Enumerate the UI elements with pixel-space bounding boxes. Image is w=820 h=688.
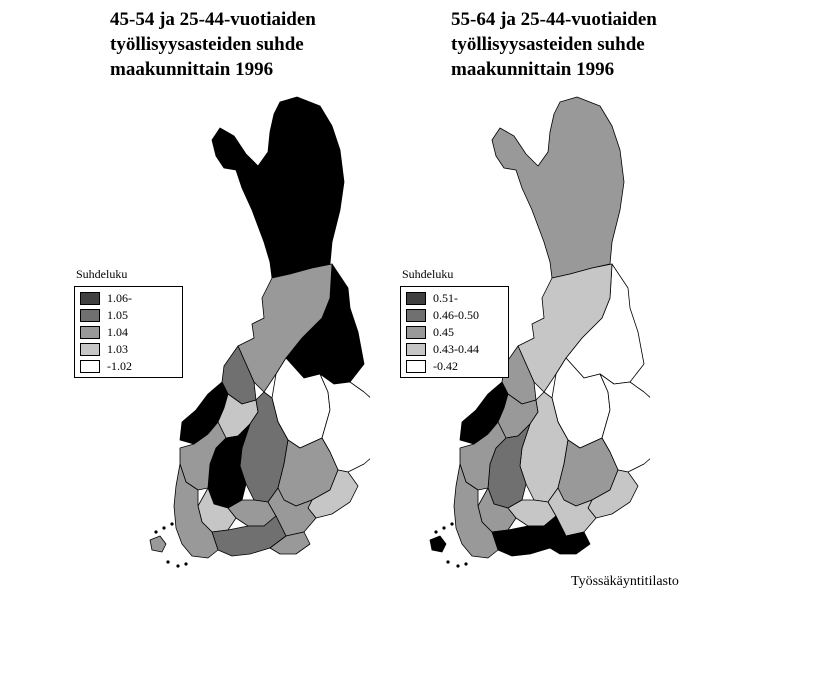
island-speck [464, 562, 468, 566]
left-legend-item-4: 1.03 [80, 341, 176, 358]
left-title-line-1: 45-54 ja 25-44-vuotiaiden [110, 9, 316, 30]
region-ahvenanmaa [149, 535, 167, 553]
left-legend-item-3: 1.04 [80, 324, 176, 341]
right-title-line-3: maakunnittain 1996 [451, 59, 615, 80]
region-varsinais-suomi [453, 463, 499, 559]
region-n-ostrobothnia [237, 263, 333, 393]
right-legend-title: Suhdeluku [402, 267, 454, 281]
right-legend-item-1: 0.51- [406, 290, 502, 307]
left-finland-map [149, 96, 370, 568]
right-legend-item-2: 0.46-0.50 [406, 307, 502, 324]
legend-swatch [80, 292, 100, 305]
region-n-karelia [599, 373, 650, 473]
legend-swatch [80, 360, 100, 373]
island-speck [162, 526, 166, 530]
island-speck [434, 530, 438, 534]
legend-label: 0.51- [433, 291, 458, 305]
island-speck [450, 522, 454, 526]
region-s-karelia [307, 469, 359, 519]
legend-swatch [406, 360, 426, 373]
region-satakunta [179, 421, 227, 491]
left-map-title: 45-54 ja 25-44-vuotiaiden työllisyysaste… [110, 7, 316, 82]
legend-swatch [80, 309, 100, 322]
region-n-ostrobothnia [517, 263, 613, 393]
right-legend-item-3: 0.45 [406, 324, 502, 341]
legend-swatch [80, 326, 100, 339]
legend-label: 0.46-0.50 [433, 308, 479, 322]
right-legend-item-5: -0.42 [406, 358, 502, 375]
left-legend-title: Suhdeluku [76, 267, 128, 281]
legend-swatch [406, 326, 426, 339]
island-speck [442, 526, 446, 530]
region-satakunta [459, 421, 507, 491]
legend-label: 1.06- [107, 291, 132, 305]
region-s-karelia [587, 469, 639, 519]
island-speck [456, 564, 460, 568]
legend-label: 1.05 [107, 308, 128, 322]
legend-label: -1.02 [107, 359, 132, 373]
region-ita-uusimaa [269, 531, 311, 555]
legend-label: 1.04 [107, 325, 128, 339]
region-ita-uusimaa [549, 531, 591, 555]
legend-label: 0.43-0.44 [433, 342, 479, 356]
island-speck [184, 562, 188, 566]
legend-label: 0.45 [433, 325, 454, 339]
legend-swatch [406, 309, 426, 322]
right-title-line-1: 55-64 ja 25-44-vuotiaiden [451, 9, 657, 30]
island-speck [170, 522, 174, 526]
right-title-line-2: työllisyysasteiden suhde [451, 34, 645, 55]
region-ahvenanmaa [429, 535, 447, 553]
region-n-karelia [319, 373, 370, 473]
left-title-line-3: maakunnittain 1996 [110, 59, 274, 80]
left-title-line-2: työllisyysasteiden suhde [110, 34, 304, 55]
source-note: Työssäkäyntitilasto [571, 574, 679, 589]
right-legend: 0.51- 0.46-0.50 0.45 0.43-0.44 -0.42 [400, 286, 509, 378]
island-speck [446, 560, 450, 564]
legend-label: 1.03 [107, 342, 128, 356]
region-varsinais-suomi [173, 463, 219, 559]
legend-swatch [406, 292, 426, 305]
legend-label: -0.42 [433, 359, 458, 373]
left-legend-item-1: 1.06- [80, 290, 176, 307]
island-speck [176, 564, 180, 568]
region-lapland [491, 96, 625, 279]
region-lapland [211, 96, 345, 279]
island-speck [154, 530, 158, 534]
legend-swatch [80, 343, 100, 356]
left-legend: 1.06- 1.05 1.04 1.03 -1.02 [74, 286, 183, 378]
legend-swatch [406, 343, 426, 356]
island-speck [166, 560, 170, 564]
right-map-title: 55-64 ja 25-44-vuotiaiden työllisyysaste… [451, 7, 657, 82]
left-legend-item-5: -1.02 [80, 358, 176, 375]
right-legend-item-4: 0.43-0.44 [406, 341, 502, 358]
left-legend-item-2: 1.05 [80, 307, 176, 324]
right-finland-map [429, 96, 650, 568]
